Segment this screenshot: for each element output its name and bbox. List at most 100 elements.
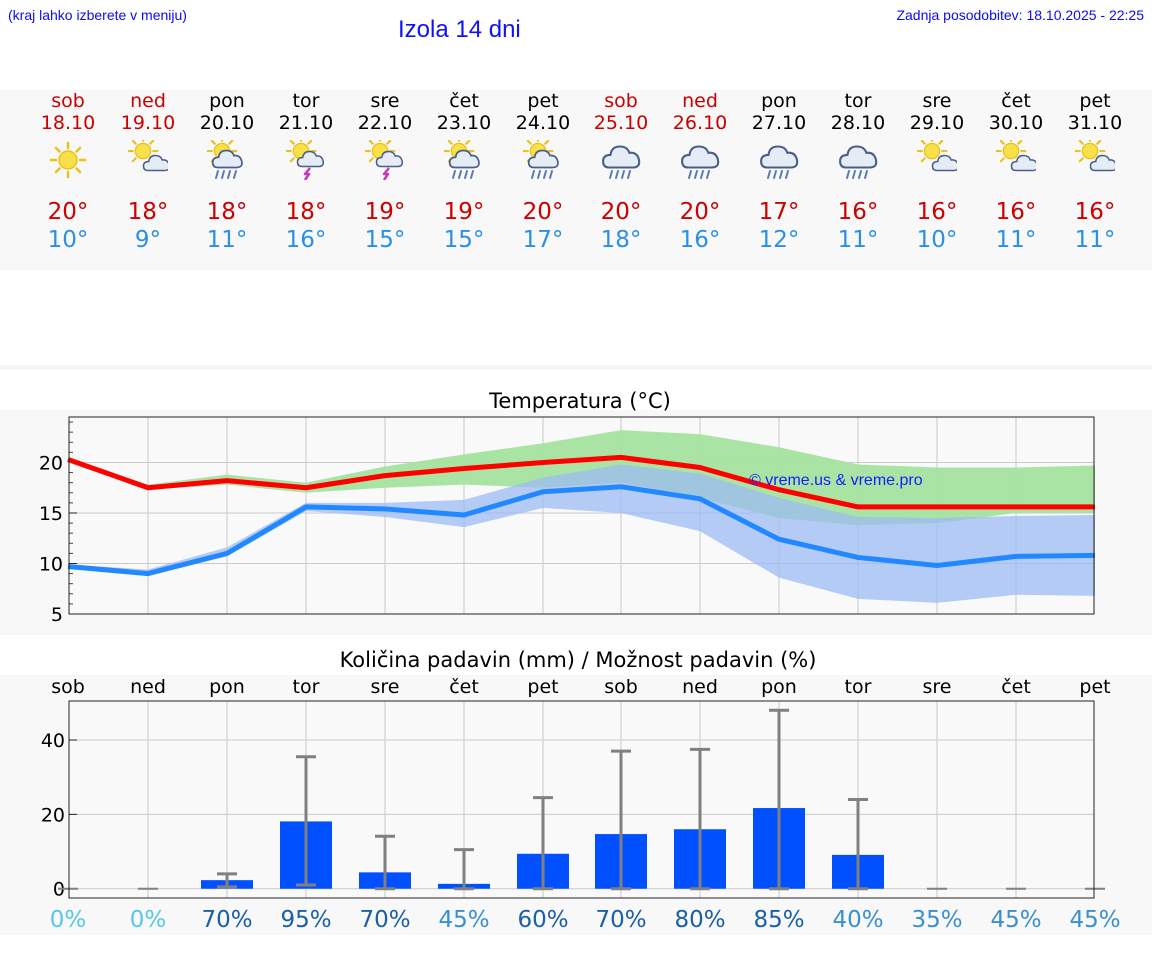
- precip-plot-area: [69, 701, 1094, 898]
- precip-probability: 45%: [1069, 907, 1120, 933]
- day-name: pet: [1079, 90, 1111, 112]
- day-name: čet: [1001, 90, 1031, 112]
- min-temp: 11°: [206, 227, 248, 253]
- precip-probability: 80%: [674, 907, 725, 933]
- precip-probability: 60%: [517, 907, 568, 933]
- min-temp: 10°: [916, 227, 958, 253]
- day-date: 21.10: [278, 112, 334, 134]
- day-column: čet 30.10 16° 11°: [977, 90, 1056, 270]
- day-date: 19.10: [120, 112, 176, 134]
- min-temp-band: [68, 464, 1095, 603]
- day-date: 31.10: [1067, 112, 1123, 134]
- cloud-rain-icon: [759, 140, 799, 180]
- max-temp: 19°: [364, 199, 406, 225]
- day-name: ned: [130, 90, 166, 112]
- sun-cloud-rain-icon: [521, 135, 563, 180]
- min-temp: 15°: [443, 227, 485, 253]
- precip-tick-label: 20: [41, 804, 65, 826]
- min-temp: 11°: [995, 227, 1037, 253]
- sun-thunder-icon: [363, 135, 405, 181]
- max-temp: 16°: [837, 199, 879, 225]
- temp-tick-label: 15: [39, 503, 63, 525]
- precip-probability: 35%: [911, 907, 962, 933]
- min-temp: 12°: [758, 227, 800, 253]
- temp-tick-label: 20: [39, 452, 63, 474]
- sun-shape: [49, 141, 86, 179]
- sun-icon: [48, 140, 88, 180]
- min-temp-line: [67, 484, 1096, 577]
- sun-cloud-icon: [1073, 135, 1117, 180]
- precip-day-label: sob: [604, 676, 638, 698]
- precip-probability: 0%: [50, 907, 87, 933]
- min-temp: 11°: [1074, 227, 1116, 253]
- day-name: pet: [527, 90, 559, 112]
- day-date: 28.10: [830, 112, 886, 134]
- precip-day-label: pet: [1079, 676, 1110, 698]
- day-column: sob 25.10 20° 18°: [582, 90, 661, 270]
- day-column: ned 26.10 20° 16°: [661, 90, 740, 270]
- day-column: pon 20.10 18° 11°: [188, 90, 267, 270]
- page-title: Izola 14 dni: [398, 16, 521, 43]
- location-hint: (kraj lahko izberete v meniju): [8, 7, 187, 23]
- day-date: 23.10: [436, 112, 492, 134]
- precip-plot-frame: [68, 700, 1095, 899]
- sun-cloud-rain-icon: [442, 135, 484, 180]
- temp-plot-frame: [68, 416, 1095, 615]
- day-column: čet 23.10 19° 15°: [425, 90, 504, 270]
- max-temp: 20°: [600, 199, 642, 225]
- max-temp: 18°: [285, 199, 327, 225]
- day-date: 26.10: [672, 112, 728, 134]
- precip-day-label: čet: [449, 676, 479, 698]
- divider: [0, 365, 1152, 370]
- min-temp: 11°: [837, 227, 879, 253]
- precip-day-label: sre: [371, 676, 400, 698]
- max-temp: 18°: [127, 199, 169, 225]
- day-column: ned 19.10 18° 9°: [109, 90, 188, 270]
- max-temp: 16°: [995, 199, 1037, 225]
- day-name: čet: [449, 90, 479, 112]
- day-name: sob: [604, 90, 638, 112]
- precip-day-label: tor: [293, 676, 320, 698]
- precip-probability: 0%: [130, 907, 167, 933]
- day-column: tor 21.10 18° 16°: [267, 90, 346, 270]
- day-date: 20.10: [199, 112, 255, 134]
- precip-probability: 40%: [832, 907, 883, 933]
- max-temp: 19°: [443, 199, 485, 225]
- day-name: tor: [844, 90, 872, 112]
- precip-day-label: ned: [130, 676, 166, 698]
- precip-day-label: sre: [923, 676, 952, 698]
- cloud-rain-icon: [680, 140, 720, 180]
- cloud-rain-icon: [601, 140, 641, 180]
- watermark: © vreme.us & vreme.pro: [749, 472, 923, 489]
- min-temp: 15°: [364, 227, 406, 253]
- min-temp: 17°: [522, 227, 564, 253]
- day-name: pon: [761, 90, 797, 112]
- forecast-days-band: [0, 90, 1152, 270]
- day-name: ned: [682, 90, 718, 112]
- min-temp: 10°: [47, 227, 89, 253]
- max-temp-line: [67, 454, 1095, 510]
- sun-thunder-icon: [284, 135, 326, 181]
- precip-tick-label: 40: [41, 730, 65, 752]
- precip-day-label: pon: [761, 676, 797, 698]
- precip-probability: 70%: [595, 907, 646, 933]
- max-temp: 17°: [758, 199, 800, 225]
- min-temp: 9°: [134, 227, 162, 253]
- day-column: pon 27.10 17° 12°: [740, 90, 819, 270]
- precip-day-label: pet: [527, 676, 558, 698]
- max-temp: 20°: [47, 199, 89, 225]
- max-temp: 16°: [916, 199, 958, 225]
- day-date: 24.10: [515, 112, 571, 134]
- day-name: sre: [370, 90, 400, 112]
- min-temp: 18°: [600, 227, 642, 253]
- precip-day-label: ned: [682, 676, 718, 698]
- day-name: pon: [209, 90, 245, 112]
- temp-chart-title: Temperatura (°C): [488, 389, 671, 413]
- day-column: sob 18.10 20° 10°: [29, 90, 108, 270]
- day-date: 25.10: [593, 112, 649, 134]
- min-temp: 16°: [679, 227, 721, 253]
- sun-cloud-icon: [994, 135, 1038, 180]
- day-column: pet 24.10 20° 17°: [504, 90, 583, 270]
- day-column: tor 28.10 16° 11°: [819, 90, 898, 270]
